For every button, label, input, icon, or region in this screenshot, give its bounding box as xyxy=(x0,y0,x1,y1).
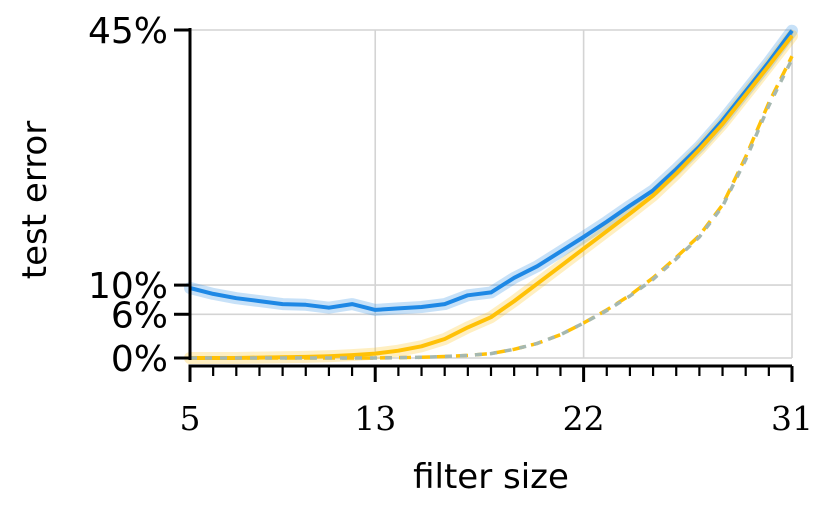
y-tick-label: 6% xyxy=(111,295,168,336)
y-axis-label: test error xyxy=(15,121,55,279)
x-axis-label: filter size xyxy=(413,457,569,497)
uncertainty-bands xyxy=(184,24,798,364)
ticks xyxy=(174,28,794,382)
y-tick-label: 10% xyxy=(88,266,168,307)
x-tick-label: 31 xyxy=(771,399,813,438)
series-line xyxy=(190,58,794,360)
y-tick-label: 0% xyxy=(111,339,168,380)
x-tick-label: 5 xyxy=(180,399,201,438)
series-band xyxy=(184,24,798,316)
series-lines xyxy=(189,29,794,360)
series-line xyxy=(190,55,794,360)
tick-labels: 0%6%10% 45% 5 13 22 31 xyxy=(88,11,813,438)
series-line xyxy=(189,29,794,312)
y-tick-label: 45% xyxy=(88,11,168,52)
x-tick-label: 13 xyxy=(354,399,396,438)
x-tick-label: 22 xyxy=(563,399,605,438)
